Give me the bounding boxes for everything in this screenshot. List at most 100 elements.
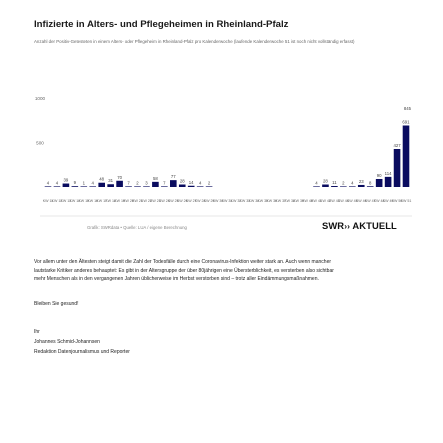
- x-tick-label: KW 40: [302, 199, 313, 203]
- bar-value-label: 2: [136, 180, 139, 185]
- x-tick-label: KW 48: [374, 199, 385, 203]
- x-tick-label: KW 39: [293, 199, 304, 203]
- x-tick-label: KW 15: [78, 199, 89, 203]
- bar: [340, 186, 347, 187]
- x-tick-label: KW 46: [356, 199, 367, 203]
- signature-name: Johannes Schmid-Johannsen: [34, 339, 100, 346]
- bar: [402, 125, 410, 187]
- bar-value-label: 4: [56, 180, 59, 185]
- bar: [187, 185, 195, 187]
- bar: [89, 186, 97, 187]
- bar: [125, 186, 132, 187]
- bar: [322, 184, 329, 187]
- x-tick-label: KW 25: [168, 199, 179, 203]
- x-tick-label: KW 29: [204, 199, 215, 203]
- bar-value-label: 7: [127, 180, 130, 185]
- x-tick-label: KW 12: [52, 199, 63, 203]
- source-credit: Grafik: SWRdata • Quelle: LUA / eigene B…: [87, 225, 187, 230]
- x-tick-label: KW 23: [150, 199, 161, 203]
- bar-value-label: 58: [153, 176, 158, 181]
- logo-arrow-icon: ››: [344, 221, 351, 231]
- bar-value-label: 845: [404, 106, 412, 111]
- bar: [152, 181, 159, 187]
- x-tick-label: KW 47: [365, 199, 376, 203]
- bar: [53, 186, 61, 187]
- x-tick-label: KW 45: [347, 199, 358, 203]
- bar-value-label: 2: [342, 180, 345, 185]
- chart-subtitle: Anzahl der Positiv-Getesteten in einem A…: [34, 39, 355, 44]
- bar-value-label: 4: [199, 180, 202, 185]
- x-tick-label: KW 42: [320, 199, 331, 203]
- bar-value-label: 28: [323, 179, 328, 184]
- bar-value-label: 31: [108, 178, 113, 183]
- x-tick-label: KW 50: [392, 199, 403, 203]
- bar: [366, 186, 374, 187]
- bar-value-label: 4: [47, 180, 50, 185]
- bar-value-label: 114: [385, 171, 392, 176]
- bar: [205, 186, 213, 187]
- bar-value-label: 3: [145, 180, 148, 185]
- bar: [357, 184, 365, 187]
- bar-value-label: 4: [92, 180, 95, 185]
- bar: [170, 180, 177, 187]
- x-tick-label: KW 37: [275, 199, 286, 203]
- closing-line: Bleiben Sie gesund!: [34, 301, 79, 307]
- bar-value-label: 4: [315, 180, 318, 185]
- bar: [116, 180, 123, 187]
- bar: [393, 148, 401, 187]
- x-tick-label: KW 41: [311, 199, 322, 203]
- x-tick-label: KW 18: [105, 199, 116, 203]
- x-tick-label: KW 19: [114, 199, 125, 203]
- x-tick-label: KW 22: [141, 199, 152, 203]
- bar: [349, 186, 356, 187]
- x-tick-label: KW 13: [61, 199, 72, 203]
- x-tick-label: KW 33: [240, 199, 251, 203]
- x-tick-label: KW 32: [231, 199, 242, 203]
- x-tick-label: KW 11: [43, 199, 54, 203]
- bar-value-label: 691: [402, 120, 410, 125]
- bar: [134, 186, 141, 187]
- y-tick-label: 500: [36, 141, 44, 146]
- logo-aktuell-text: AKTUELL: [352, 220, 397, 231]
- swr-aktuell-logo: SWR›› AKTUELL: [322, 220, 397, 231]
- bar-value-label: 8: [369, 180, 372, 185]
- bar: [161, 186, 168, 187]
- x-tick-label: KW 21: [132, 199, 143, 203]
- bar-value-label: 2: [208, 180, 211, 185]
- bar: [143, 186, 150, 187]
- bar: [98, 182, 105, 187]
- bar-value-label: 77: [171, 174, 176, 179]
- bar-value-label: 14: [189, 180, 194, 185]
- bar: [178, 184, 186, 187]
- bar: [313, 186, 320, 187]
- x-tick-label: KW 35: [257, 199, 268, 203]
- x-tick-label: KW 20: [123, 199, 134, 203]
- bar: [107, 184, 114, 187]
- x-tick-label: KW 38: [284, 199, 295, 203]
- bar: [331, 186, 338, 187]
- x-tick-label: KW 51: [401, 199, 412, 203]
- x-tick-label: KW 26: [177, 199, 188, 203]
- bar: [384, 176, 392, 187]
- bar: [44, 186, 52, 187]
- x-tick-label: KW 34: [248, 199, 259, 203]
- signature-role: Redaktion Datenjournalismus und Reporter: [34, 349, 130, 356]
- x-tick-label: KW 16: [87, 199, 98, 203]
- article-paragraph: Vor allem unter den Ältesten steigt dami…: [34, 259, 334, 283]
- x-tick-label: KW 27: [186, 199, 197, 203]
- bar: [71, 186, 79, 187]
- x-tick-label: KW 44: [338, 199, 349, 203]
- x-tick-label: KW 43: [329, 199, 340, 203]
- bar: [80, 186, 88, 187]
- signature-greeting: Ihr: [34, 329, 40, 335]
- bar-value-label: 7: [163, 180, 166, 185]
- x-tick-label: KW 17: [96, 199, 107, 203]
- x-tick-label: KW 28: [195, 199, 206, 203]
- bar-value-label: 4: [351, 180, 354, 185]
- x-tick-label: KW 36: [266, 199, 277, 203]
- bar-value-label: 28: [180, 179, 185, 184]
- y-tick-label: 1000: [35, 96, 46, 101]
- bar: [196, 186, 204, 187]
- bar-value-label: 23: [359, 179, 364, 184]
